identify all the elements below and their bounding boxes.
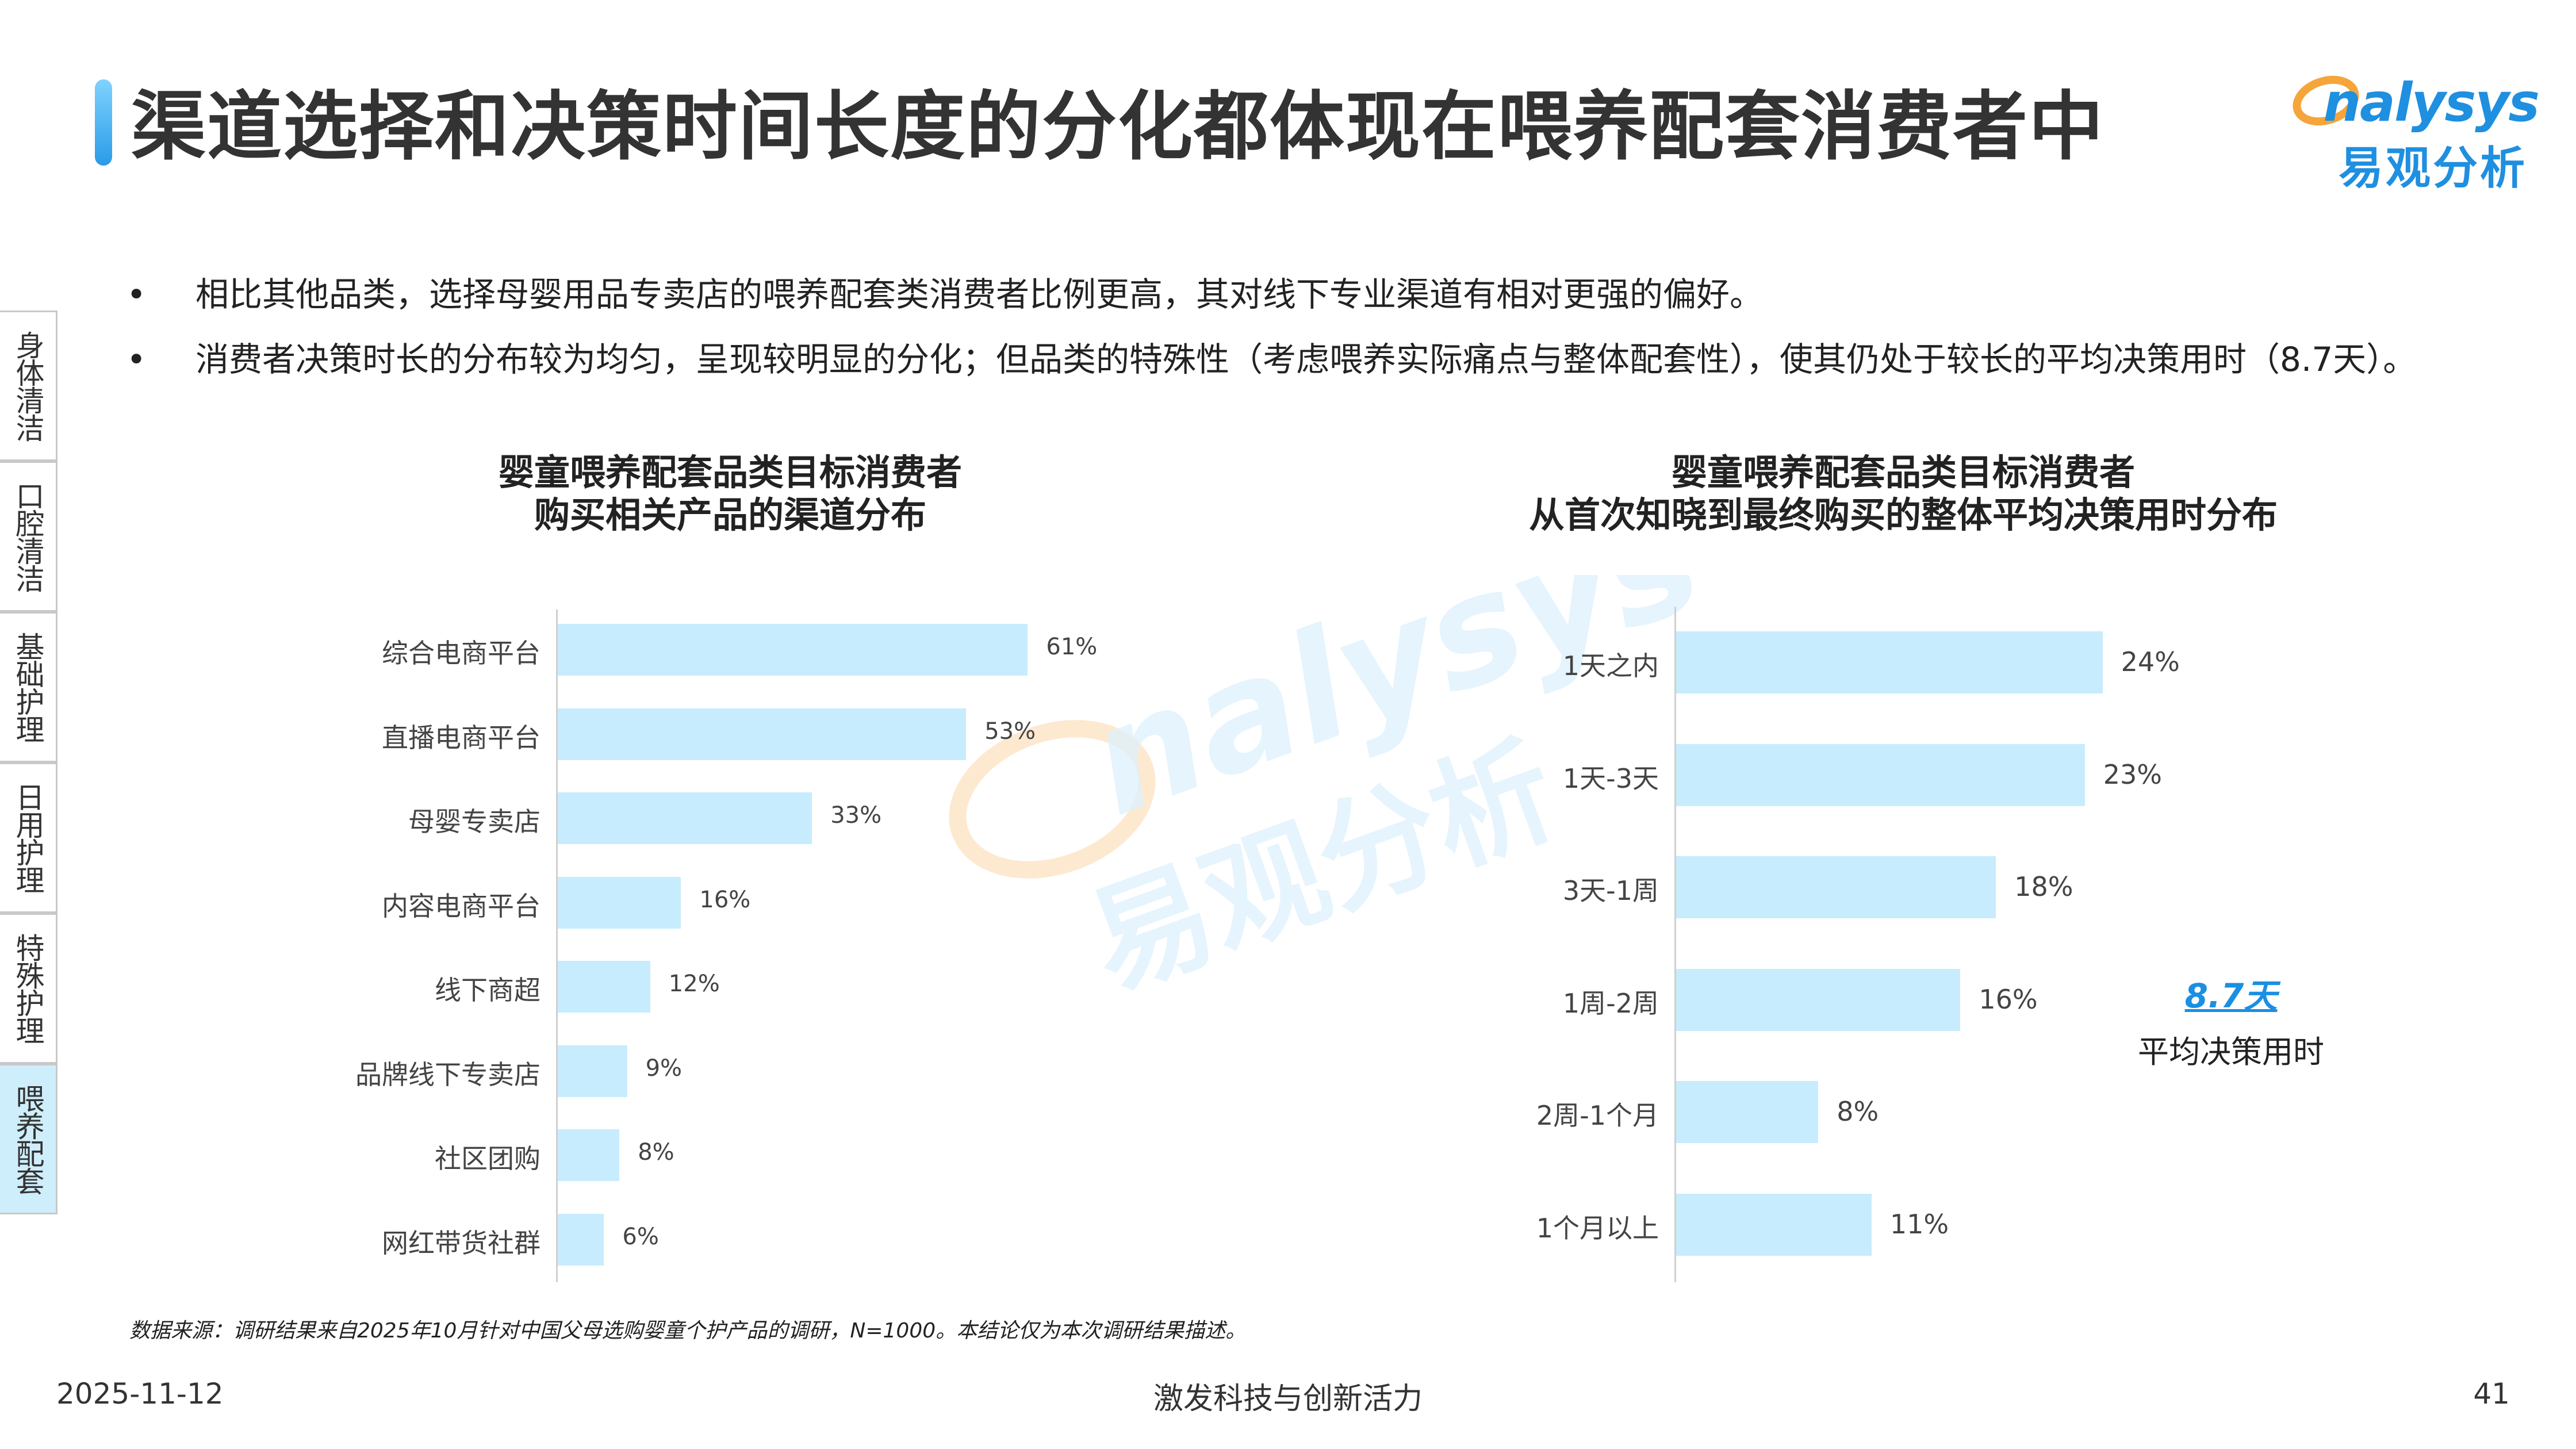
category-label: 1天-3天 <box>1562 762 1659 794</box>
page-title: 渠道选择和决策时间长度的分化都体现在喂养配套消费者中 <box>131 83 2105 170</box>
chart-1-title-line: 购买相关产品的渠道分布 <box>534 494 926 536</box>
category-label: 社区团购 <box>435 1143 540 1174</box>
brand-logo: nalysys 易观分析 <box>2286 60 2540 194</box>
value-label: 18% <box>2014 871 2073 902</box>
chart-1-title: 婴童喂养配套品类目标消费者 购买相关产品的渠道分布 <box>385 451 1075 536</box>
chart-1-axis <box>556 610 558 1282</box>
bullet-marker: • <box>126 340 147 379</box>
bar <box>558 876 681 929</box>
footer-slogan: 激发科技与创新活力 <box>1153 1382 1423 1416</box>
chart-2-title-line: 从首次知晓到最终购买的整体平均决策用时分布 <box>1528 494 2278 536</box>
category-label: 内容电商平台 <box>382 890 540 922</box>
side-tab-label: 身体清洁 <box>11 331 45 441</box>
bullet-item: • 相比其他品类，选择母婴用品专卖店的喂养配套类消费者比例更高，其对线下专业渠道有… <box>126 267 1763 316</box>
side-tab-daily-care[interactable]: 日用护理 <box>0 762 57 913</box>
value-label: 11% <box>1889 1208 1949 1240</box>
avg-decision-time-label: 平均决策用时 <box>2138 1034 2324 1070</box>
bar <box>558 961 650 1013</box>
side-tab-label: 喂养配套 <box>11 1084 45 1194</box>
bar <box>558 708 967 760</box>
category-label: 品牌线下专卖店 <box>355 1059 540 1090</box>
page-number: 41 <box>2473 1377 2510 1410</box>
side-tab-body-cleaning[interactable]: 身体清洁 <box>0 310 57 461</box>
bar <box>1676 968 1961 1031</box>
category-label: 3天-1周 <box>1562 875 1659 906</box>
value-label: 33% <box>830 802 882 829</box>
value-label: 16% <box>1979 983 2038 1015</box>
category-label: 母婴专卖店 <box>408 806 540 837</box>
svg-text:易观分析: 易观分析 <box>1071 718 1573 1016</box>
side-tab-label: 基础护理 <box>11 632 45 742</box>
title-accent-bar <box>95 79 112 166</box>
category-label: 线下商超 <box>435 975 540 1006</box>
logo-swoosh-icon <box>2293 75 2359 126</box>
bar <box>1676 1081 1819 1143</box>
bar <box>558 1213 604 1266</box>
category-label: 综合电商平台 <box>382 638 540 669</box>
value-label: 16% <box>699 886 751 913</box>
bar <box>558 624 1028 676</box>
value-label: 24% <box>2121 646 2180 677</box>
value-label: 23% <box>2103 758 2162 790</box>
logo-text-en: nalysys <box>2323 72 2540 133</box>
category-label: 1周-2周 <box>1562 987 1659 1019</box>
bar <box>1676 1193 1872 1256</box>
value-label: 9% <box>645 1055 683 1082</box>
side-tab-label: 特殊护理 <box>11 933 45 1044</box>
bar <box>558 1045 627 1097</box>
svg-text:nalysys: nalysys <box>1068 575 1721 850</box>
chart-2-axis <box>1674 607 1676 1282</box>
bullet-text: 相比其他品类，选择母婴用品专卖店的喂养配套类消费者比例更高，其对线下专业渠道有相… <box>195 275 1764 314</box>
side-tab-label: 日用护理 <box>11 783 45 893</box>
value-label: 6% <box>622 1223 659 1250</box>
value-label: 53% <box>984 718 1036 745</box>
category-label: 1天之内 <box>1562 650 1659 681</box>
value-label: 8% <box>1837 1096 1879 1127</box>
bullet-item: • 消费者决策时长的分布较为均匀，呈现较明显的分化；但品类的特殊性（考虑喂养实际痛… <box>126 332 2416 381</box>
chart-2-title-line: 婴童喂养配套品类目标消费者 <box>1671 451 2135 493</box>
watermark-logo: nalysys 易观分析 <box>949 575 1721 1016</box>
value-label: 61% <box>1046 634 1098 660</box>
data-source-note: 数据来源：调研结果来自2025年10月针对中国父母选购婴童个护产品的调研，N=1… <box>129 1319 1247 1343</box>
chart-2-title: 婴童喂养配套品类目标消费者 从首次知晓到最终购买的整体平均决策用时分布 <box>1495 451 2312 536</box>
side-tab-label: 口腔清洁 <box>11 481 45 592</box>
bar <box>1676 743 2085 806</box>
value-label: 8% <box>638 1139 674 1166</box>
value-label: 12% <box>668 971 720 997</box>
bullet-text: 消费者决策时长的分布较为均匀，呈现较明显的分化；但品类的特殊性（考虑喂养实际痛点… <box>195 340 2417 379</box>
footer-date: 2025-11-12 <box>56 1377 224 1410</box>
bar <box>1676 631 2103 693</box>
avg-decision-time-value: 8.7天 <box>2184 976 2278 1015</box>
side-tab-special-care[interactable]: 特殊护理 <box>0 913 57 1064</box>
chart-1-title-line: 婴童喂养配套品类目标消费者 <box>498 451 962 493</box>
side-tab-feeding[interactable]: 喂养配套 <box>0 1064 57 1214</box>
bullet-marker: • <box>126 275 147 314</box>
bar <box>558 1129 620 1181</box>
bar <box>558 792 812 844</box>
side-tab-oral-cleaning[interactable]: 口腔清洁 <box>0 461 57 612</box>
side-tab-basic-care[interactable]: 基础护理 <box>0 612 57 762</box>
bar <box>1676 856 1996 918</box>
category-label: 网红带货社群 <box>382 1227 540 1259</box>
logo-text-cn: 易观分析 <box>2338 143 2527 194</box>
category-label: 1个月以上 <box>1536 1212 1659 1244</box>
category-label: 直播电商平台 <box>382 722 540 753</box>
category-label: 2周-1个月 <box>1536 1100 1659 1131</box>
